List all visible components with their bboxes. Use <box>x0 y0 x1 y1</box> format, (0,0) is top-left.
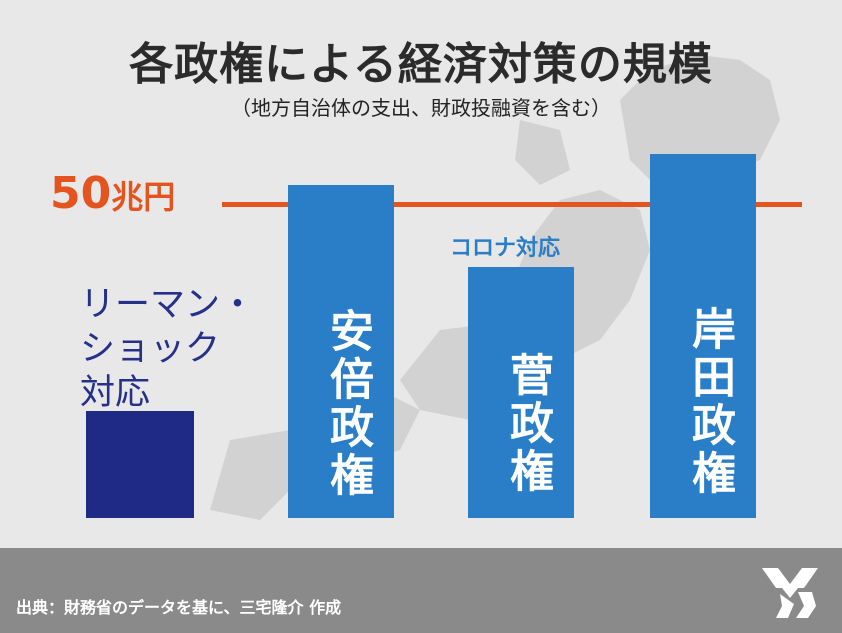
chart-title: 各政権による経済対策の規模 <box>129 39 713 90</box>
footer-band: 出典：財務省のデータを基に、三宅隆介 作成 <box>0 548 842 633</box>
source-credit: 出典：財務省のデータを基に、三宅隆介 作成 <box>16 598 342 617</box>
bar-1 <box>288 185 394 518</box>
chart-subtitle: （地方自治体の支出、財政投融資を含む） <box>231 96 611 120</box>
category-label-0: リーマン・ ショック 対応 <box>80 285 256 413</box>
mr-logo-icon <box>762 568 818 618</box>
reference-number: 50 <box>50 168 112 219</box>
category-label-1: 安倍政権 <box>322 308 373 500</box>
reference-unit: 兆円 <box>111 178 176 216</box>
category-label-2: 菅政権 <box>502 352 553 496</box>
reference-label: 50兆円 <box>50 168 175 219</box>
category-label-3: 岸田政権 <box>684 306 735 498</box>
annotation-0: コロナ対応 <box>450 236 561 261</box>
bar-0 <box>86 411 194 518</box>
reference-line-50 <box>222 202 802 207</box>
bar-2 <box>468 266 574 518</box>
bar-3 <box>650 153 756 518</box>
